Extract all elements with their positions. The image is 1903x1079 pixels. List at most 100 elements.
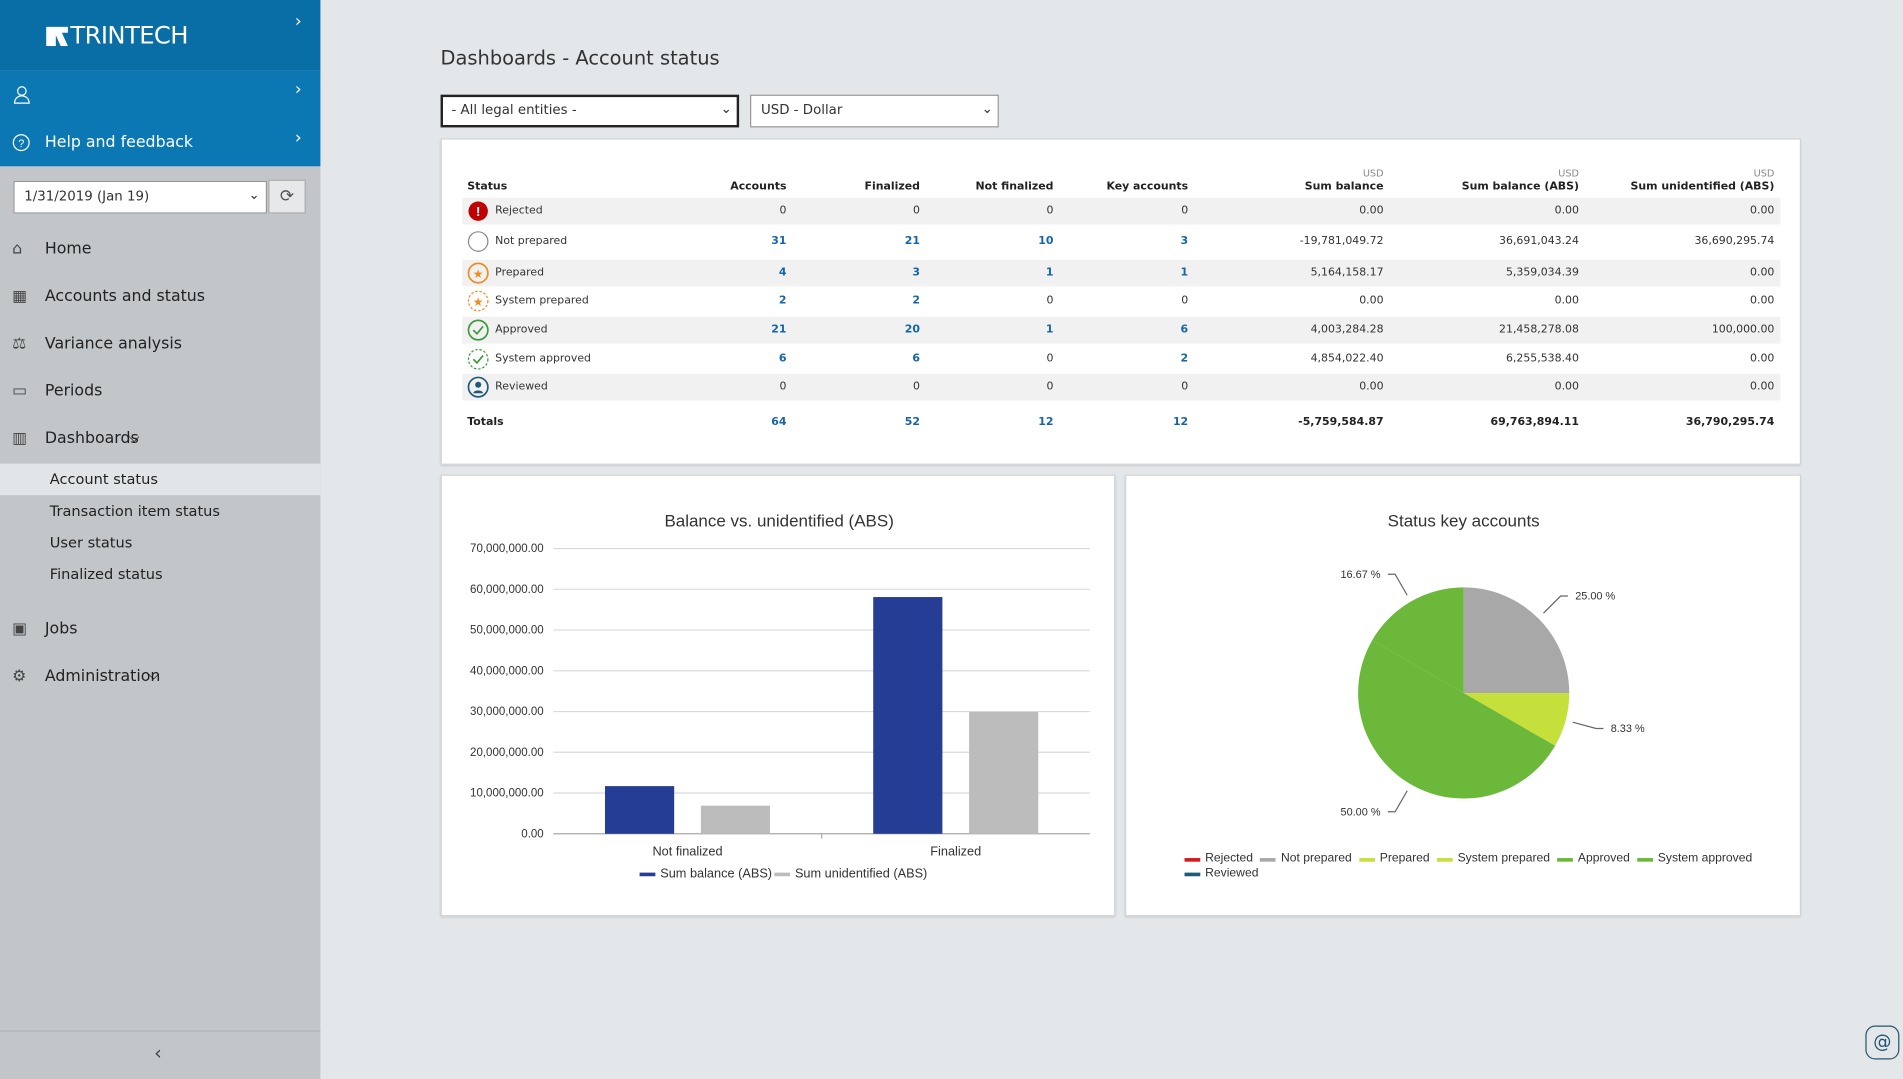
cell-value: 0.00 — [1750, 267, 1775, 280]
sub-nav-item[interactable]: Finalized status — [49, 565, 163, 583]
cell-value: 0.00 — [1359, 205, 1384, 218]
cell-value: 0.00 — [1750, 381, 1775, 394]
pie-legend: Rejected Not prepared Prepared System prepa… — [1184, 851, 1768, 881]
chevron: › — [294, 12, 302, 32]
cell-value: 0.00 — [1359, 381, 1384, 394]
cell-value: 0 — [779, 381, 787, 394]
legend-item: System approved — [1637, 852, 1752, 867]
data-label: 8.33 % — [1611, 723, 1645, 735]
nav-item[interactable]: Dashboards — [44, 429, 139, 448]
cell-value: 0.00 — [1554, 294, 1579, 308]
pie-slice — [1463, 587, 1570, 693]
y-tick-label: 30,000,000.00 — [470, 706, 544, 718]
total-value: 69,763,894.11 — [1490, 416, 1579, 429]
row-stripe — [462, 197, 1781, 225]
count-link[interactable]: 6 — [912, 353, 920, 366]
sub-nav-item[interactable]: Transaction item status — [49, 502, 220, 520]
cell-value: -19,781,049.72 — [1299, 235, 1384, 248]
count-link[interactable]: 10 — [1038, 235, 1054, 248]
currency-select[interactable]: USD - Dollar ⌄ — [750, 94, 999, 128]
sub-nav-item[interactable]: Account status — [49, 470, 158, 488]
cell-value: 6,255,538.40 — [1505, 353, 1579, 366]
cell-value: 0.00 — [1554, 381, 1579, 394]
entity-select[interactable]: - All legal entities - ⌄ — [440, 94, 740, 128]
legend-label: System prepared — [1457, 851, 1551, 866]
cell-value: 4,003,284.28 — [1310, 324, 1384, 337]
currency-note: USD — [1558, 168, 1579, 180]
y-tick-label: 60,000,000.00 — [470, 584, 544, 596]
count-link[interactable]: 21 — [771, 324, 787, 337]
cell-value: 0.00 — [1554, 205, 1579, 218]
cell-value: 0.00 — [1750, 294, 1775, 308]
count-link[interactable]: 4 — [778, 267, 787, 280]
pie-slice — [1358, 640, 1556, 799]
data-label: 16.67 % — [1340, 569, 1380, 581]
help-link[interactable]: Help and feedback — [44, 133, 194, 152]
count-link[interactable]: 1 — [1045, 267, 1054, 280]
expand-icon: ⌵ — [148, 666, 160, 684]
date-select[interactable]: 1/31/2019 (Jan 19) ⌄ — [13, 180, 268, 214]
icon: ★ — [467, 290, 489, 312]
total-value: 12 — [1172, 416, 1189, 429]
count-link[interactable]: 21 — [904, 235, 920, 248]
status-name: System approved — [495, 353, 591, 366]
collapse-button[interactable]: ‹ — [154, 1041, 162, 1065]
count-link[interactable]: 20 — [904, 324, 920, 337]
legend-swatch — [1184, 857, 1201, 862]
count-link[interactable]: 6 — [1180, 324, 1189, 337]
count-link[interactable]: 31 — [771, 235, 787, 248]
logo — [46, 26, 68, 47]
column-header: Sum unidentified (ABS) — [1630, 180, 1775, 193]
row-stripe — [462, 373, 1781, 401]
row-stripe — [462, 316, 1781, 344]
count-link[interactable]: 3 — [912, 267, 920, 280]
nav-item[interactable]: Home — [44, 240, 92, 259]
user-area: › ? Help and feedback › — [0, 70, 321, 167]
count-link[interactable]: 1 — [1045, 324, 1054, 337]
count-link[interactable]: 6 — [778, 353, 787, 366]
label-leader — [1543, 595, 1568, 614]
x-tick-label: Not finalized — [652, 844, 722, 859]
legend-item: Not prepared — [1260, 851, 1352, 867]
cell-value: 0 — [912, 381, 920, 394]
legend-label: System approved — [1657, 851, 1753, 866]
column-header: Accounts — [730, 180, 787, 193]
nav-item[interactable]: Administration — [44, 667, 161, 686]
count-link[interactable]: 2 — [1180, 353, 1189, 366]
status-table: Status Accounts Finalized Not finalized Key … — [440, 138, 1802, 465]
cell-value: 0 — [1181, 205, 1189, 218]
status-icon: ! — [467, 200, 489, 222]
legend-label: Not prepared — [1280, 851, 1352, 866]
cell-value: 5,359,034.39 — [1505, 267, 1579, 280]
chevron: › — [294, 80, 302, 100]
assistant-button[interactable]: @ — [1865, 1025, 1900, 1060]
column-header: Status — [467, 180, 508, 193]
svg-text:!: ! — [476, 204, 480, 219]
nav-item[interactable]: Variance analysis — [44, 334, 182, 354]
status-name: Approved — [495, 324, 548, 337]
chart-title: Status key accounts — [1388, 512, 1540, 531]
nav-item[interactable]: Jobs — [44, 620, 78, 639]
legend-label: Sum balance (ABS) — [660, 865, 772, 880]
count-link[interactable]: 3 — [1180, 235, 1189, 248]
status-icon — [467, 231, 489, 253]
nav-icon: ▣ — [12, 620, 28, 639]
status-icon: ★ — [467, 290, 489, 312]
brand-bar[interactable]: TRINTECH › — [0, 0, 321, 71]
icon: ★ — [467, 262, 489, 284]
nav-item[interactable]: Periods — [44, 382, 103, 401]
status-name: Reviewed — [495, 381, 548, 394]
icon — [467, 348, 489, 370]
count-link[interactable]: 2 — [912, 294, 920, 308]
totals-label: Totals — [467, 416, 504, 429]
nav-item[interactable]: Accounts and status — [44, 287, 206, 306]
count-link[interactable]: 2 — [778, 294, 787, 308]
count-link[interactable]: 1 — [1180, 267, 1189, 280]
sub-nav-item[interactable]: User status — [49, 534, 133, 551]
cell-value: 36,691,043.24 — [1499, 235, 1579, 248]
user-icon[interactable] — [12, 85, 31, 104]
nav-icon: ▭ — [12, 382, 28, 401]
pie-chart: Status key accounts 25.00 % 8.33 % 50.00 % 1… — [1340, 512, 1645, 819]
refresh-button[interactable]: ⟳ — [268, 179, 306, 214]
